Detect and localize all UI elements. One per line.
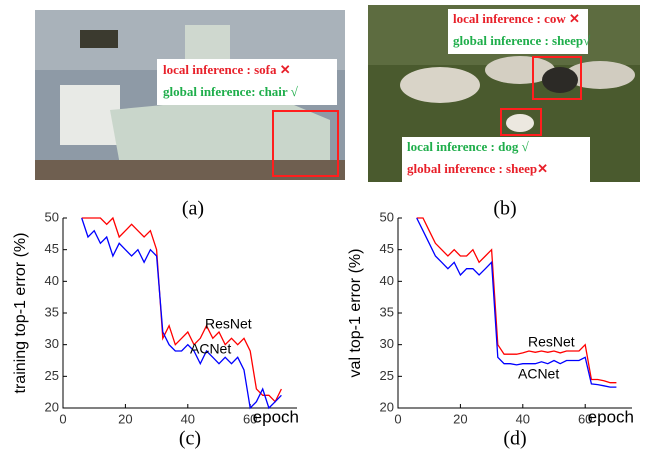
line [416, 217, 617, 388]
y-axis-label: val top-1 error (%) [347, 249, 364, 378]
x-tick-label: 60 [578, 411, 592, 426]
line [81, 216, 282, 403]
line [81, 217, 282, 410]
y-tick-label: 25 [45, 368, 59, 383]
y-axis-label: training top-1 error (%) [12, 233, 29, 394]
line [416, 217, 617, 384]
y-tick-label: 30 [380, 336, 394, 351]
annotation: global inference : sheep✕ [407, 161, 548, 176]
y-tick-label: 25 [380, 368, 394, 383]
y-tick-label: 50 [45, 209, 59, 224]
series-label: ACNet [190, 341, 231, 357]
caption: (a) [182, 198, 204, 220]
y-tick-label: 40 [45, 273, 59, 288]
series-label: ResNet [528, 334, 575, 350]
x-tick-label: 0 [394, 411, 401, 426]
x-axis-label: epoch [588, 407, 634, 426]
y-tick-label: 40 [380, 273, 394, 288]
annotation: local inference : cow ✕ [453, 11, 580, 26]
annotation: global inference: chair √ [163, 84, 299, 99]
y-tick-label: 20 [380, 399, 394, 414]
caption: (d) [503, 428, 526, 450]
y-tick-label: 35 [380, 304, 394, 319]
annotation: local inference : dog √ [407, 139, 530, 154]
x-tick-label: 20 [453, 411, 467, 426]
series-label: ResNet [205, 316, 252, 332]
x-tick-label: 20 [118, 411, 132, 426]
y-tick-label: 35 [45, 304, 59, 319]
x-axis-label: epoch [253, 407, 299, 426]
annotation: local inference : sofa ✕ [163, 62, 291, 77]
y-tick-label: 45 [380, 241, 394, 256]
annotation: global inference : sheep√ [453, 33, 591, 48]
y-tick-label: 30 [45, 336, 59, 351]
y-tick-label: 50 [380, 209, 394, 224]
x-tick-label: 60 [243, 411, 257, 426]
y-tick-label: 45 [45, 241, 59, 256]
y-tick-label: 20 [45, 399, 59, 414]
x-tick-label: 40 [181, 411, 195, 426]
x-tick-label: 0 [59, 411, 66, 426]
caption: (b) [493, 198, 516, 220]
caption: (c) [179, 428, 201, 450]
x-tick-label: 40 [516, 411, 530, 426]
axes [62, 218, 297, 409]
axes [397, 218, 632, 409]
series-label: ACNet [518, 366, 559, 382]
